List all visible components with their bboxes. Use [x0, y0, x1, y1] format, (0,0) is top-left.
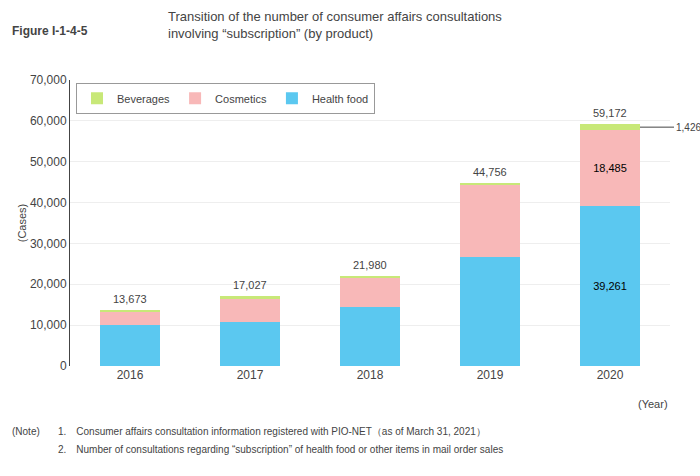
svg-text:Beverages: Beverages	[117, 93, 170, 105]
svg-text:2. Number of consultations reg: 2. Number of consultations regarding “su…	[58, 444, 503, 455]
svg-text:40,000: 40,000	[30, 196, 67, 210]
svg-text:30,000: 30,000	[30, 237, 67, 251]
svg-text:59,172: 59,172	[593, 107, 627, 119]
svg-text:2018: 2018	[357, 368, 384, 382]
svg-text:13,673: 13,673	[113, 293, 147, 305]
svg-text:21,980: 21,980	[353, 259, 387, 271]
svg-text:10,000: 10,000	[30, 318, 67, 332]
svg-text:Health food: Health food	[312, 93, 368, 105]
svg-text:1,426: 1,426	[676, 122, 700, 133]
svg-text:20,000: 20,000	[30, 277, 67, 291]
svg-text:Transition of the number of co: Transition of the number of consumer aff…	[168, 9, 502, 41]
svg-text:44,756: 44,756	[473, 166, 507, 178]
svg-text:1. Consumer affairs consultati: 1. Consumer affairs consultation informa…	[58, 426, 486, 437]
svg-text:Cosmetics: Cosmetics	[215, 93, 267, 105]
svg-text:17,027: 17,027	[233, 279, 267, 291]
svg-text:60,000: 60,000	[30, 114, 67, 128]
svg-text:50,000: 50,000	[30, 155, 67, 169]
svg-text:2019: 2019	[477, 368, 504, 382]
svg-text:2020: 2020	[597, 368, 624, 382]
svg-text:(Note): (Note)	[12, 426, 40, 437]
svg-text:39,261: 39,261	[593, 280, 627, 292]
svg-text:2017: 2017	[237, 368, 264, 382]
svg-text:(Cases): (Cases)	[16, 204, 28, 243]
svg-text:Figure I-1-4-5: Figure I-1-4-5	[12, 24, 88, 38]
svg-text:18,485: 18,485	[593, 162, 627, 174]
svg-text:0: 0	[60, 359, 67, 373]
svg-text:2016: 2016	[117, 368, 144, 382]
svg-text:70,000: 70,000	[30, 73, 67, 87]
svg-text:(Year): (Year)	[638, 398, 668, 410]
